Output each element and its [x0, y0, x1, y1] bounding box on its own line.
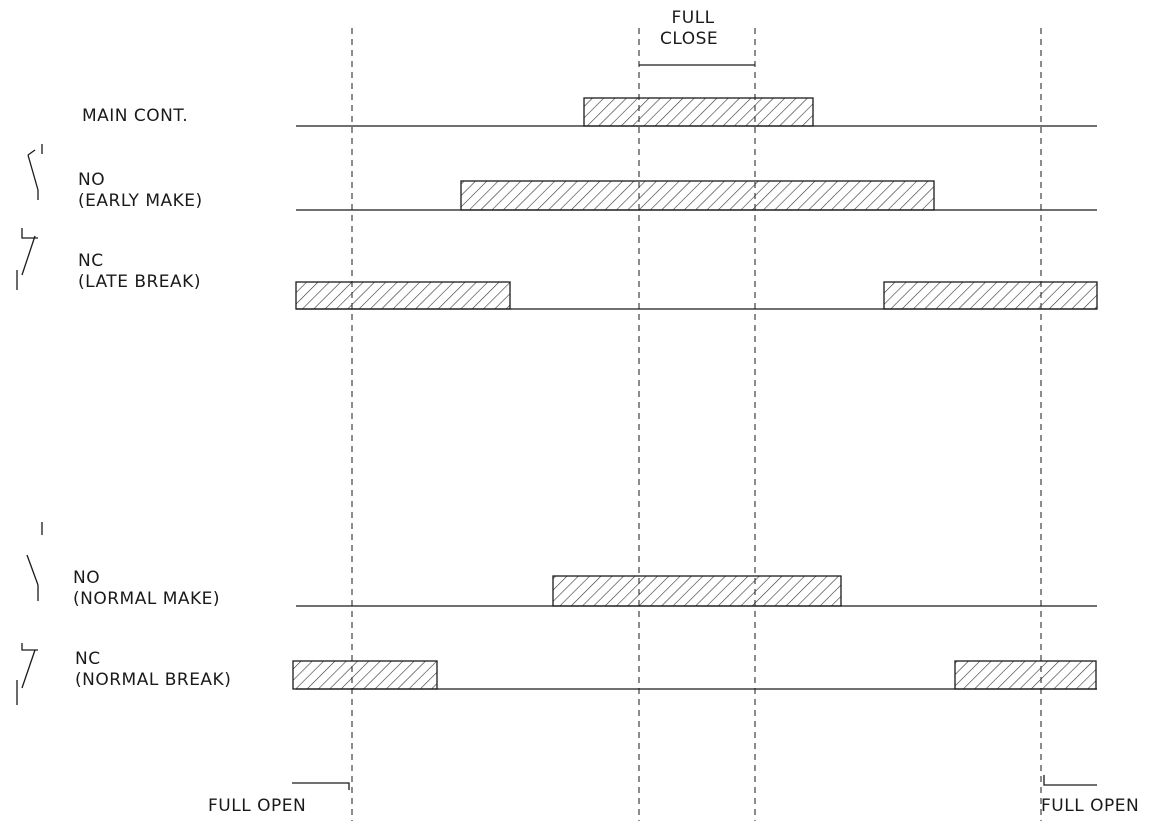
no-contact-early-icon	[28, 144, 42, 200]
bar-nc-normal-break-left	[293, 661, 437, 689]
full-open-right-label: FULL OPEN	[1041, 796, 1139, 817]
reference-lines	[352, 28, 1041, 821]
bar-nc-normal-break-right	[955, 661, 1096, 689]
bar-main-cont	[584, 98, 813, 126]
nc-contact-icon	[17, 643, 38, 705]
full-close-label-line1: FULL	[660, 8, 718, 29]
bar-nc-late-break-right	[884, 282, 1097, 309]
nc-contact-late-icon	[17, 228, 38, 290]
full-close-label: FULL CLOSE	[660, 8, 718, 50]
bar-nc-late-break-left	[296, 282, 510, 309]
no-contact-icon	[27, 522, 42, 601]
row-label-nc-normal-break: NC (NORMAL BREAK)	[75, 649, 231, 691]
full-open-left-marker	[292, 783, 349, 790]
full-open-left-label: FULL OPEN	[208, 796, 306, 817]
row-label-nc-late-break: NC (LATE BREAK)	[78, 251, 201, 293]
bar-no-early-make	[461, 181, 934, 210]
row-label-no-normal-make: NO (NORMAL MAKE)	[73, 568, 220, 610]
full-open-right-marker	[1044, 775, 1097, 785]
row-label-no-early-make: NO (EARLY MAKE)	[78, 170, 203, 212]
row-label-main-cont: MAIN CONT.	[82, 106, 188, 127]
contact-bars	[293, 98, 1097, 689]
bar-no-normal-make	[553, 576, 841, 606]
full-close-label-line2: CLOSE	[660, 29, 718, 50]
